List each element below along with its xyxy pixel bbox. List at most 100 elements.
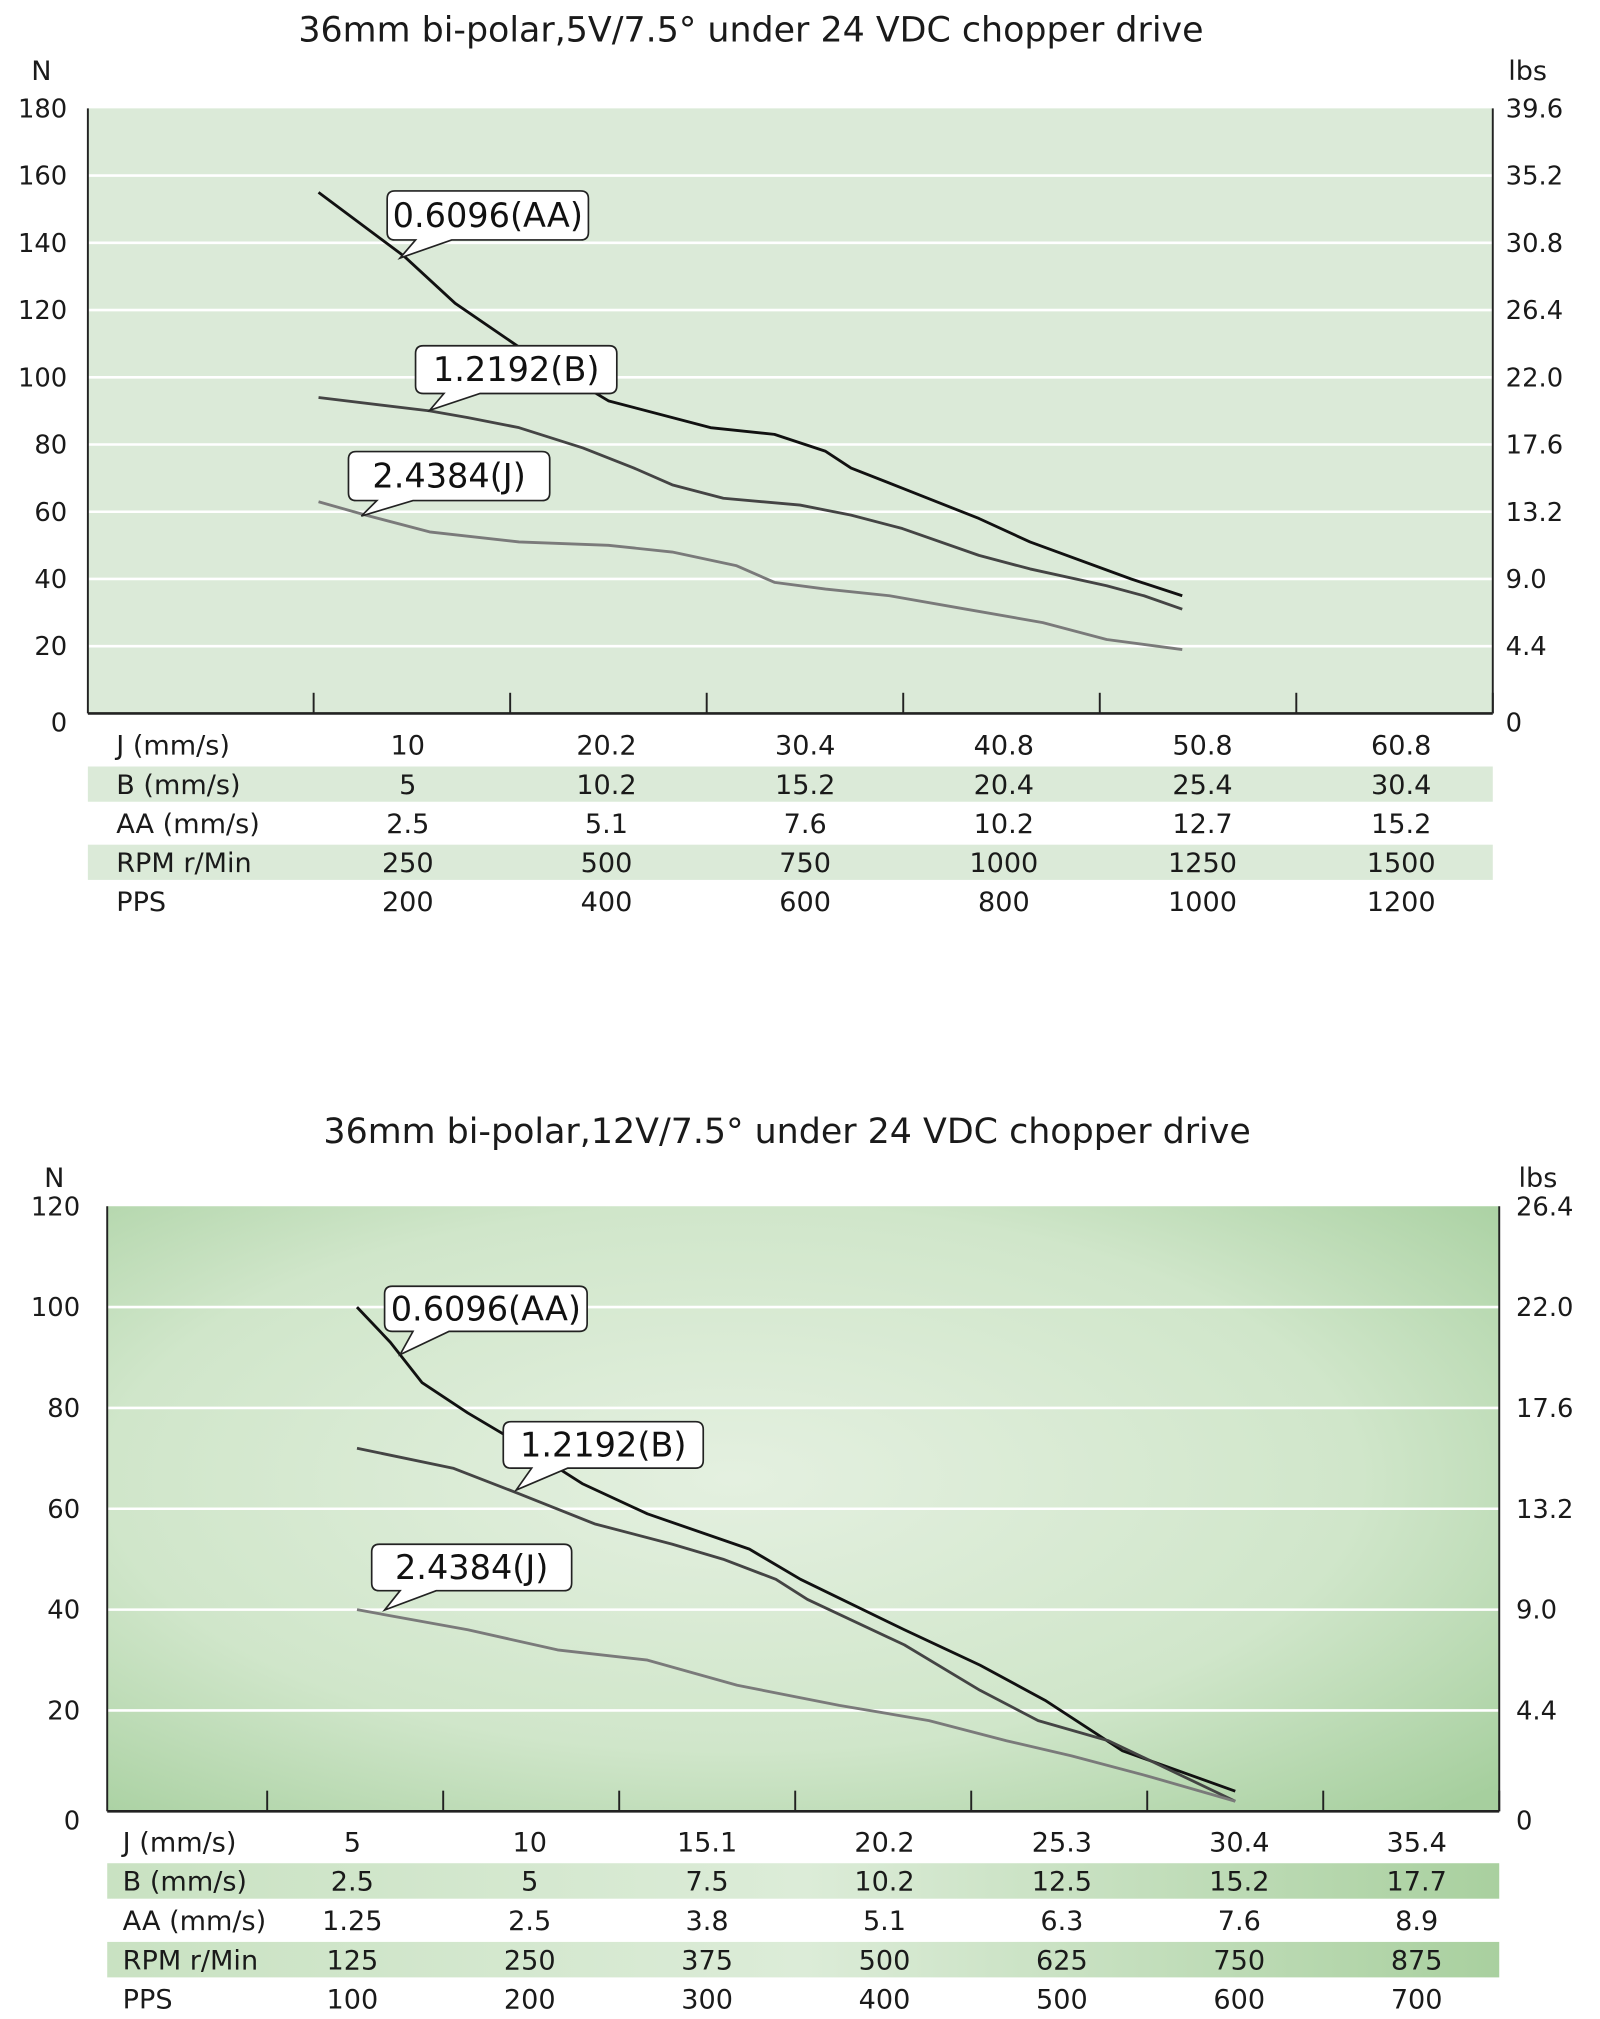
chart-title: 36mm bi-polar,5V/7.5° under 24 VDC chopp… bbox=[298, 10, 1203, 50]
table-cell: 750 bbox=[779, 848, 831, 879]
table-cell: 6.3 bbox=[1040, 1906, 1083, 1937]
table-cell: 20.2 bbox=[854, 1827, 914, 1858]
series-callout: 0.6096(AA) bbox=[383, 1285, 588, 1357]
plot-area bbox=[87, 108, 1493, 714]
table-cell: 3.8 bbox=[686, 1906, 729, 1937]
series-line-2 bbox=[356, 1608, 1236, 1803]
y-right-tick-label: 17.6 bbox=[1516, 1394, 1573, 1424]
y-right-tick-label: 4.4 bbox=[1516, 1696, 1557, 1726]
table-cell: 30.4 bbox=[1209, 1827, 1269, 1858]
table-cell: 20.2 bbox=[576, 731, 636, 762]
y-right-tick-label: 22.0 bbox=[1516, 1293, 1573, 1323]
table-cell: 125 bbox=[326, 1945, 378, 1976]
table-cell: 2.5 bbox=[331, 1867, 374, 1898]
table-cell: 600 bbox=[779, 887, 831, 918]
table-cell: 1000 bbox=[969, 848, 1038, 879]
table-row-label: J (mm/s) bbox=[121, 1827, 237, 1858]
table-cell: 12.5 bbox=[1032, 1867, 1092, 1898]
table-cell: 35.4 bbox=[1387, 1827, 1447, 1858]
table-cell: 30.4 bbox=[775, 731, 835, 762]
series-line-1 bbox=[356, 1446, 1236, 1803]
y-left-unit: N bbox=[31, 56, 51, 87]
table-cell: 30.4 bbox=[1371, 770, 1431, 801]
y-right-tick-label: 9.0 bbox=[1506, 565, 1547, 595]
table-cell: 250 bbox=[504, 1945, 556, 1976]
y-left-tick-label: 120 bbox=[31, 1192, 80, 1222]
table-cell: 10 bbox=[391, 731, 425, 762]
table-cell: 375 bbox=[681, 1945, 733, 1976]
y-left-tick-label: 40 bbox=[34, 565, 67, 595]
table-row-label: B (mm/s) bbox=[116, 770, 240, 801]
table-cell: 5.1 bbox=[585, 809, 628, 840]
y-right-tick-label: 30.8 bbox=[1506, 229, 1563, 259]
y-right-unit: lbs bbox=[1519, 1163, 1558, 1194]
table-row-label: RPM r/Min bbox=[123, 1945, 258, 1976]
table-cell: 200 bbox=[504, 1985, 556, 2016]
table-cell: 17.7 bbox=[1387, 1867, 1447, 1898]
callout-box bbox=[383, 1285, 588, 1357]
y-right-tick-label: 13.2 bbox=[1506, 498, 1563, 528]
y-left-tick-label: 0 bbox=[51, 708, 67, 738]
chart-1: 36mm bi-polar,5V/7.5° under 24 VDC chopp… bbox=[18, 10, 1563, 918]
series-label: 2.4384(J) bbox=[372, 457, 525, 496]
y-right-tick-label: 26.4 bbox=[1516, 1192, 1573, 1222]
table-cell: 625 bbox=[1036, 1945, 1088, 1976]
y-right-tick-label: 0 bbox=[1516, 1806, 1532, 1836]
y-left-tick-label: 40 bbox=[47, 1596, 80, 1626]
series-callout: 1.2192(B) bbox=[414, 344, 618, 412]
table-cell: 7.6 bbox=[1218, 1906, 1261, 1937]
series-label: 1.2192(B) bbox=[520, 1426, 687, 1465]
y-left-tick-label: 180 bbox=[18, 94, 67, 124]
chart-2: 36mm bi-polar,12V/7.5° under 24 VDC chop… bbox=[31, 1112, 1574, 2016]
table-cell: 7.5 bbox=[686, 1867, 729, 1898]
table-cell: 1200 bbox=[1367, 887, 1436, 918]
callout-box bbox=[370, 1543, 573, 1612]
table-cell: 875 bbox=[1391, 1945, 1443, 1976]
table-cell: 15.2 bbox=[775, 770, 835, 801]
table-cell: 2.5 bbox=[386, 809, 429, 840]
y-right-tick-label: 26.4 bbox=[1506, 296, 1563, 326]
y-left-tick-label: 120 bbox=[18, 296, 67, 326]
table-row-label: RPM r/Min bbox=[116, 848, 251, 879]
table-cell: 1500 bbox=[1367, 848, 1436, 879]
y-left-tick-label: 160 bbox=[18, 162, 67, 192]
table-row-band bbox=[107, 1863, 1500, 1899]
series-callout: 2.4384(J) bbox=[347, 450, 551, 517]
table-cell: 1.25 bbox=[322, 1906, 382, 1937]
table-cell: 15.2 bbox=[1209, 1867, 1269, 1898]
series-label: 0.6096(AA) bbox=[393, 196, 583, 235]
series-callout: 0.6096(AA) bbox=[386, 190, 590, 260]
table-cell: 20.4 bbox=[974, 770, 1034, 801]
table-cell: 600 bbox=[1213, 1985, 1265, 2016]
table-row-band bbox=[107, 1941, 1500, 1978]
table-cell: 5 bbox=[521, 1867, 538, 1898]
table-row-label: PPS bbox=[123, 1985, 173, 2016]
y-right-unit: lbs bbox=[1508, 56, 1547, 87]
table-cell: 5.1 bbox=[863, 1906, 906, 1937]
table-cell: 2.5 bbox=[508, 1906, 551, 1937]
table-cell: 200 bbox=[382, 887, 434, 918]
table-cell: 100 bbox=[326, 1985, 378, 2016]
table-cell: 750 bbox=[1213, 1945, 1265, 1976]
table-cell: 10.2 bbox=[854, 1867, 914, 1898]
table-cell: 15.2 bbox=[1371, 809, 1431, 840]
series-label: 1.2192(B) bbox=[433, 350, 599, 389]
table-cell: 10.2 bbox=[576, 770, 636, 801]
table-row-label: PPS bbox=[116, 887, 166, 918]
y-left-tick-label: 100 bbox=[31, 1293, 80, 1323]
table-cell: 40.8 bbox=[974, 731, 1034, 762]
table-cell: 12.7 bbox=[1172, 809, 1232, 840]
table-cell: 1250 bbox=[1168, 848, 1237, 879]
series-label: 0.6096(AA) bbox=[391, 1289, 581, 1328]
y-right-tick-label: 0 bbox=[1506, 708, 1522, 738]
table-row-label: AA (mm/s) bbox=[123, 1906, 267, 1937]
y-left-tick-label: 20 bbox=[47, 1696, 80, 1726]
table-row-band bbox=[87, 844, 1493, 880]
table-cell: 500 bbox=[1036, 1985, 1088, 2016]
series-callout: 2.4384(J) bbox=[370, 1543, 573, 1612]
y-left-tick-label: 20 bbox=[34, 632, 67, 662]
series-line-2 bbox=[318, 500, 1183, 651]
table-cell: 50.8 bbox=[1172, 731, 1232, 762]
speed-table: J (mm/s) 10 20.2 30.4 40.8 50.8 60.8 B (mm/s) 5 1… bbox=[87, 731, 1493, 918]
